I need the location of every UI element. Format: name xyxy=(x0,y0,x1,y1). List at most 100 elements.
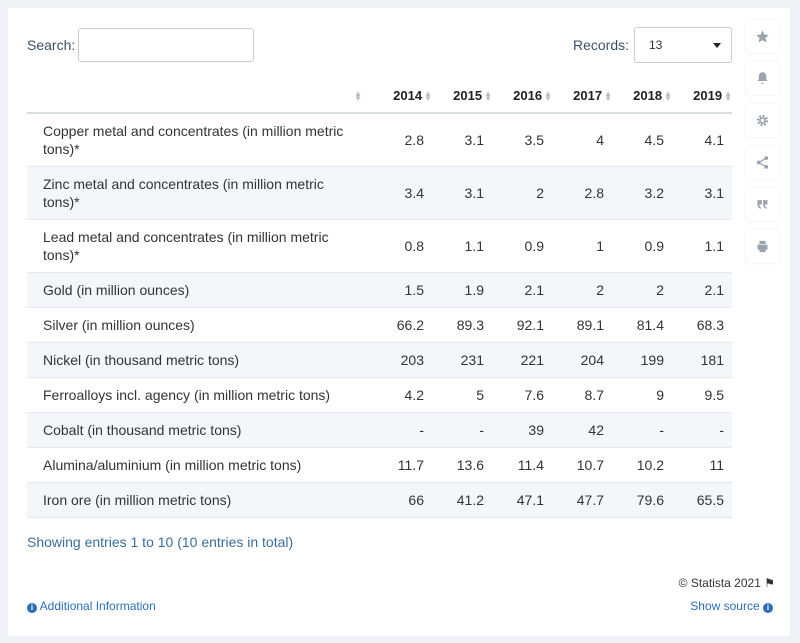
cell-2014: 4.2 xyxy=(372,377,432,413)
table-row: Ferroalloys incl. agency (in million met… xyxy=(27,377,732,413)
row-label: Gold (in million ounces) xyxy=(27,272,372,308)
cell-2014: 0.8 xyxy=(372,219,432,273)
table-row: Iron ore (in million metric tons) 66 41.… xyxy=(27,482,732,518)
cite-button[interactable] xyxy=(746,188,779,221)
cell-2016: 0.9 xyxy=(492,219,552,273)
copyright[interactable]: © Statista 2021 ⚑ xyxy=(679,576,775,590)
cell-2017: 204 xyxy=(552,342,612,378)
table-row: Lead metal and concentrates (in million … xyxy=(27,219,732,273)
cell-2015: 1.9 xyxy=(432,272,492,308)
cell-2014: 3.4 xyxy=(372,166,432,220)
column-header-2015[interactable]: 2015 ▲ ▼ xyxy=(432,78,492,114)
cell-2016: 221 xyxy=(492,342,552,378)
show-source-link[interactable]: Show source i xyxy=(690,599,773,613)
cell-2018: 10.2 xyxy=(612,447,672,483)
cell-2017: 42 xyxy=(552,412,612,448)
copyright-text: © Statista 2021 xyxy=(678,576,761,590)
column-header-2016[interactable]: 2016 ▲ ▼ xyxy=(492,78,552,114)
info-icon: i xyxy=(763,603,773,613)
print-icon xyxy=(757,240,768,253)
column-header-label[interactable]: ▲ ▼ xyxy=(27,78,372,114)
cell-2014: 2.8 xyxy=(372,113,432,167)
cell-2017: 2 xyxy=(552,272,612,308)
cell-2018: 4.5 xyxy=(612,113,672,167)
cell-2018: 79.6 xyxy=(612,482,672,518)
cell-2016: 39 xyxy=(492,412,552,448)
column-header-2017[interactable]: 2017 ▲ ▼ xyxy=(552,78,612,114)
cell-2019: 181 xyxy=(672,342,732,378)
cell-2017: 2.8 xyxy=(552,166,612,220)
row-label: Zinc metal and concentrates (in million … xyxy=(27,166,372,220)
row-label: Silver (in million ounces) xyxy=(27,307,372,343)
cell-2016: 47.1 xyxy=(492,482,552,518)
table-row: Alumina/aluminium (in million metric ton… xyxy=(27,447,732,483)
cell-2015: 3.1 xyxy=(432,166,492,220)
cell-2018: 2 xyxy=(612,272,672,308)
sort-icon: ▲ ▼ xyxy=(664,89,672,104)
cell-2017: 89.1 xyxy=(552,307,612,343)
additional-information-link[interactable]: i Additional Information xyxy=(27,599,156,613)
cell-2014: 1.5 xyxy=(372,272,432,308)
column-header-2014[interactable]: 2014 ▲ ▼ xyxy=(372,78,432,114)
flag-icon: ⚑ xyxy=(764,576,775,590)
records-select-value: 13 xyxy=(649,38,663,52)
cell-2019: 3.1 xyxy=(672,166,732,220)
share-icon xyxy=(756,156,769,169)
row-label: Alumina/aluminium (in million metric ton… xyxy=(27,447,372,483)
cell-2015: 41.2 xyxy=(432,482,492,518)
column-header-2018[interactable]: 2018 ▲ ▼ xyxy=(612,78,672,114)
sort-icon: ▲ ▼ xyxy=(484,89,492,104)
row-label: Ferroalloys incl. agency (in million met… xyxy=(27,377,372,413)
row-label: Copper metal and concentrates (in millio… xyxy=(27,113,372,167)
print-button[interactable] xyxy=(746,230,779,263)
additional-information-label: Additional Information xyxy=(39,599,156,613)
cell-2018: 0.9 xyxy=(612,219,672,273)
table-row: Nickel (in thousand metric tons) 203 231… xyxy=(27,342,732,378)
search-label: Search: xyxy=(27,37,76,53)
cell-2018: 81.4 xyxy=(612,307,672,343)
table-row: Silver (in million ounces) 66.2 89.3 92.… xyxy=(27,307,732,343)
cell-2016: 2.1 xyxy=(492,272,552,308)
table-row: Cobalt (in thousand metric tons) - - 39 … xyxy=(27,412,732,448)
show-source-label: Show source xyxy=(690,599,760,613)
share-button[interactable] xyxy=(746,146,779,179)
cell-2017: 47.7 xyxy=(552,482,612,518)
bell-icon xyxy=(757,72,768,85)
cell-2018: 199 xyxy=(612,342,672,378)
cell-2019: 2.1 xyxy=(672,272,732,308)
star-icon xyxy=(756,30,769,43)
sort-icon: ▲ ▼ xyxy=(354,89,362,104)
cell-2017: 4 xyxy=(552,113,612,167)
column-header-2019[interactable]: 2019 ▲ ▼ xyxy=(672,78,732,114)
info-icon: i xyxy=(27,603,37,613)
cell-2014: 66.2 xyxy=(372,307,432,343)
cell-2018: - xyxy=(612,412,672,448)
cell-2014: - xyxy=(372,412,432,448)
cell-2014: 11.7 xyxy=(372,447,432,483)
cell-2015: 231 xyxy=(432,342,492,378)
chevron-down-icon xyxy=(713,43,721,48)
cell-2017: 8.7 xyxy=(552,377,612,413)
table-row: Zinc metal and concentrates (in million … xyxy=(27,166,732,220)
notification-button[interactable] xyxy=(746,62,779,95)
row-label: Iron ore (in million metric tons) xyxy=(27,482,372,518)
table-row: Gold (in million ounces) 1.5 1.9 2.1 2 2… xyxy=(27,272,732,308)
row-label: Nickel (in thousand metric tons) xyxy=(27,342,372,378)
cell-2019: 4.1 xyxy=(672,113,732,167)
cell-2016: 2 xyxy=(492,166,552,220)
row-label: Lead metal and concentrates (in million … xyxy=(27,219,372,273)
settings-button[interactable] xyxy=(746,104,779,137)
gear-icon xyxy=(756,114,769,127)
cell-2016: 11.4 xyxy=(492,447,552,483)
search-input[interactable] xyxy=(78,28,254,62)
cell-2015: 5 xyxy=(432,377,492,413)
cell-2016: 3.5 xyxy=(492,113,552,167)
cell-2015: 1.1 xyxy=(432,219,492,273)
cell-2017: 1 xyxy=(552,219,612,273)
table-row: Copper metal and concentrates (in millio… xyxy=(27,113,732,167)
records-select[interactable]: 13 xyxy=(634,27,732,63)
cell-2019: 1.1 xyxy=(672,219,732,273)
favorite-button[interactable] xyxy=(746,20,779,53)
sort-icon: ▲ ▼ xyxy=(424,89,432,104)
records-label: Records: xyxy=(573,37,630,53)
